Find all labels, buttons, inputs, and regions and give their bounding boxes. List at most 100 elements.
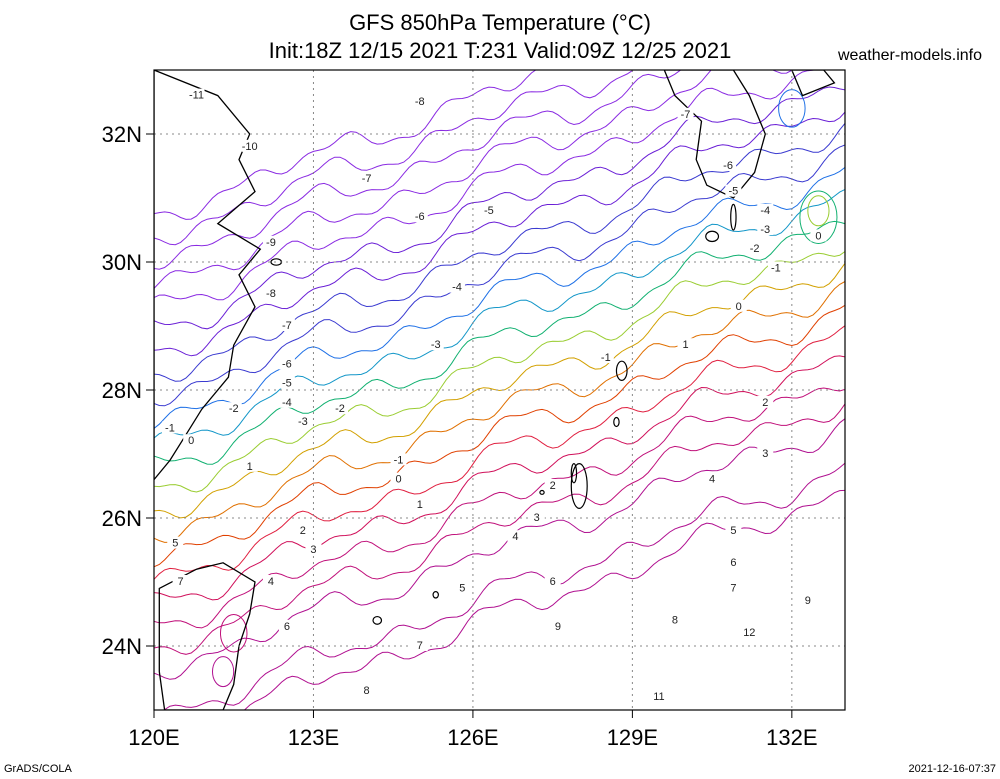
contour-label: -5: [484, 205, 494, 217]
contour-label: 8: [672, 614, 678, 626]
contour-label: 1: [682, 339, 688, 351]
contour-label: 0: [188, 435, 194, 447]
contour-label-bg: [161, 421, 178, 434]
contour-label: 11: [653, 691, 664, 703]
contour-labels: -11-10-9-8-8-7-7-7-6-6-6-5-5-5-4-4-4-3-3…: [161, 88, 827, 703]
y-tick-label: 32N: [102, 122, 142, 147]
contour-label-bg: [305, 543, 322, 555]
contour-label: 12: [743, 627, 755, 639]
contour-label: 2: [300, 525, 306, 537]
contour-label-bg: [677, 107, 694, 120]
contour-label-bg: [262, 287, 279, 299]
footer-right: 2021-12-16-07:37: [909, 763, 996, 775]
x-tick-label: 126E: [447, 725, 498, 750]
contour-label: 0: [815, 230, 821, 242]
contour-label-bg: [666, 613, 683, 626]
contour-label-bg: [241, 459, 258, 472]
contour-line-minus3: [154, 144, 845, 407]
contour-label: 8: [364, 685, 370, 697]
contour-line-minus10: [154, 70, 634, 246]
contour-label: 7: [417, 640, 423, 652]
contour-label-bg: [390, 472, 407, 485]
title-line-2: Init:18Z 12/15 2021 T:231 Valid:09Z 12/2…: [269, 38, 732, 63]
title-line-1: GFS 850hPa Temperature (°C): [349, 10, 651, 35]
contour-label-bg: [358, 171, 375, 184]
island: [539, 489, 545, 495]
island: [730, 203, 737, 231]
contour-label: 6: [730, 557, 736, 569]
contour-label: 2: [762, 397, 768, 409]
island: [615, 360, 628, 381]
island: [570, 463, 588, 510]
contour-label: 5: [730, 525, 736, 537]
contour-line-12: [243, 489, 845, 710]
island: [432, 590, 439, 599]
contour-label: 2: [550, 480, 556, 492]
contour-label: 0: [395, 474, 401, 486]
contour-line-9: [154, 418, 845, 680]
contour-label-bg: [454, 581, 471, 594]
contour-label-bg: [767, 261, 784, 274]
contour-label-bg: [188, 88, 205, 101]
contour-line-7: [154, 387, 845, 629]
contour-line-minus7: [154, 70, 816, 301]
contour-label: -1: [394, 454, 404, 466]
x-tick-label: 123E: [288, 725, 339, 750]
contour-label: -4: [282, 397, 292, 409]
contour-label: 7: [178, 576, 184, 588]
island: [372, 615, 383, 625]
contour-label: 4: [512, 531, 518, 543]
contour-label-bg: [480, 203, 497, 216]
contour-label-bg: [741, 626, 758, 639]
x-tick-label: 129E: [607, 725, 658, 750]
contour-line-minus4: [154, 122, 845, 382]
contour-label: 3: [762, 448, 768, 460]
contour-label: -4: [760, 205, 770, 217]
contour-label-bg: [730, 299, 747, 312]
contour-label-bg: [278, 319, 295, 331]
contour-label: -6: [415, 211, 425, 223]
contour-label-bg: [677, 338, 694, 351]
contour-line-6: [154, 355, 845, 601]
contour-line-5: [154, 325, 845, 581]
closed-contour: [212, 656, 235, 688]
coastline: [791, 70, 836, 97]
contour-label: 3: [534, 512, 540, 524]
contour-line-1: [154, 250, 845, 493]
contour-line-8: [154, 403, 845, 655]
contour-label-bg: [294, 415, 311, 427]
contour-label-bg: [549, 619, 566, 632]
contour-label: -9: [266, 237, 276, 249]
contour-label-bg: [278, 357, 295, 370]
contour-label: -4: [452, 282, 462, 294]
contour-label: -11: [189, 90, 204, 102]
contour-label: 5: [459, 582, 465, 594]
contour-line-4: [154, 304, 845, 568]
contour-label-bg: [746, 242, 763, 255]
contour-label-bg: [262, 235, 279, 248]
contour-label: -2: [229, 403, 239, 415]
axis-ticks: 120E 123E 126E 129E 132E 24N 26N 28N 30N 32N: [102, 122, 818, 750]
contour-label: 1: [247, 461, 253, 473]
contour-label: -6: [723, 160, 733, 172]
contour-label-bg: [597, 351, 614, 363]
contour-label-bg: [757, 223, 774, 235]
coastline: [663, 70, 766, 199]
contour-label-bg: [544, 575, 561, 587]
contour-label: 9: [555, 621, 561, 633]
contour-label-bg: [528, 511, 545, 523]
contour-label: 0: [736, 301, 742, 313]
contour-line-minus2: [154, 166, 845, 429]
contour-label-bg: [507, 530, 524, 543]
contour-label: 3: [310, 544, 316, 556]
contour-label-bg: [720, 159, 737, 171]
contour-line-2: [154, 262, 845, 519]
y-tick-label: 28N: [102, 378, 142, 403]
contour-label: -2: [335, 403, 345, 415]
contour-label: -1: [601, 352, 611, 364]
contour-label-bg: [544, 479, 561, 491]
contour-label-bg: [167, 536, 184, 549]
contour-line-3: [154, 280, 845, 543]
